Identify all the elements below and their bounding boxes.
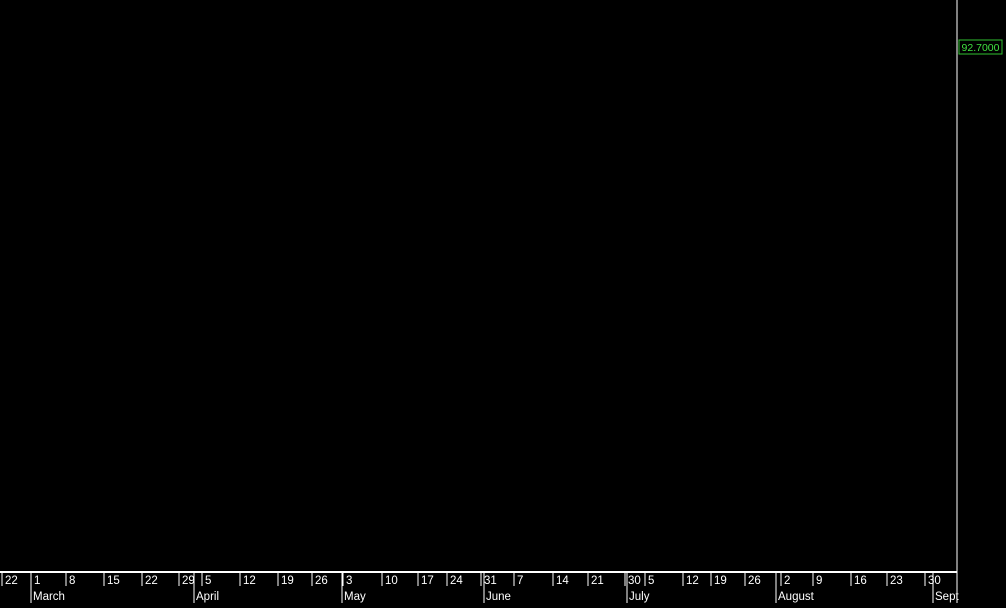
date-tick-label: 12 — [243, 575, 256, 587]
date-tick-label: 2 — [784, 575, 790, 587]
price-axis: 4550556065707580859095 — [956, 0, 958, 571]
month-label: May — [344, 591, 366, 603]
date-tick-label: 26 — [748, 575, 761, 587]
date-tick-label: 16 — [854, 575, 867, 587]
date-tick-label: 5 — [648, 575, 654, 587]
date-tick-label: 8 — [69, 575, 75, 587]
month-label: August — [778, 591, 815, 603]
month-label: July — [629, 591, 650, 603]
date-tick-label: 24 — [450, 575, 463, 587]
last-price-box — [958, 39, 1003, 55]
date-tick-label: 21 — [591, 575, 604, 587]
month-label: June — [486, 591, 511, 603]
date-tick-label: 7 — [517, 575, 523, 587]
date-tick-label: 22 — [145, 575, 158, 587]
date-tick-label: 5 — [205, 575, 211, 587]
date-tick-label: 9 — [816, 575, 822, 587]
date-axis: 22 1 8 15 22 29 5 12 19 26 3 10 17 24 31 7 14 21 30 5 12 19 26… — [0, 571, 959, 603]
date-tick-label: 1 — [34, 575, 40, 587]
date-tick-label: 19 — [281, 575, 294, 587]
date-axis-background — [0, 571, 957, 603]
date-tick-label: 15 — [107, 575, 120, 587]
month-label: Sept — [935, 591, 959, 603]
month-label: March — [33, 591, 65, 603]
last-price-label: 92.7000 — [958, 39, 1003, 55]
date-tick-label: 26 — [315, 575, 328, 587]
date-tick-label: 12 — [686, 575, 699, 587]
date-tick-label: 22 — [5, 575, 18, 587]
date-tick-label: 30 — [628, 575, 641, 587]
last-price-text: 92.7000 — [962, 42, 1000, 54]
date-tick-label: 17 — [421, 575, 434, 587]
date-tick-label: 10 — [385, 575, 398, 587]
date-tick-label: 19 — [714, 575, 727, 587]
date-tick-label: 31 — [484, 575, 497, 587]
date-tick-label: 14 — [556, 575, 569, 587]
date-tick-label: 3 — [346, 575, 352, 587]
month-label: April — [196, 591, 219, 603]
date-tick-label: 29 — [182, 575, 195, 587]
date-tick-label: 23 — [890, 575, 903, 587]
date-tick-label: 30 — [928, 575, 941, 587]
